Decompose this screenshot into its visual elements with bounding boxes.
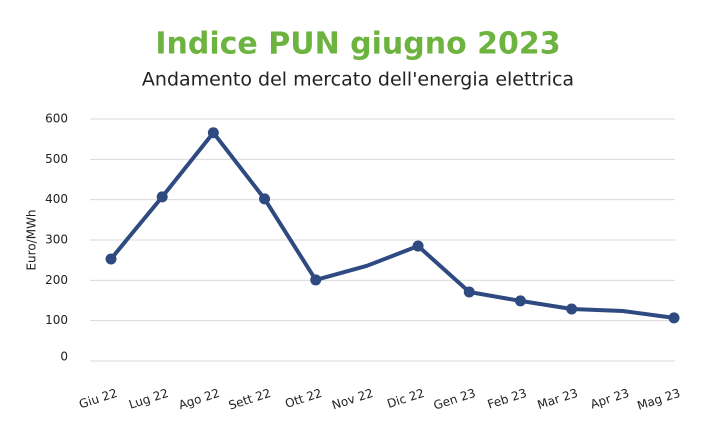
x-tick-label: Mag 23 xyxy=(635,386,682,413)
x-tick-label: Sett 22 xyxy=(227,386,273,413)
data-point xyxy=(668,312,680,324)
data-point xyxy=(156,191,168,203)
data-point xyxy=(412,240,424,252)
data-point xyxy=(310,274,322,286)
x-tick-label: Lug 22 xyxy=(127,386,170,412)
y-tick-label: 200 xyxy=(45,273,68,287)
x-tick-label: Nov 22 xyxy=(330,386,375,412)
y-tick-label: 0 xyxy=(60,350,68,364)
data-point xyxy=(207,127,219,139)
y-tick-label: 400 xyxy=(45,192,68,206)
y-tick-label: 100 xyxy=(45,313,68,327)
x-tick-label: Dic 22 xyxy=(385,386,426,411)
x-tick-label: Gen 23 xyxy=(432,386,478,413)
y-axis-label: Euro/MWh xyxy=(25,209,39,270)
y-tick-label: 500 xyxy=(45,152,68,166)
x-tick-label: Feb 23 xyxy=(486,386,529,412)
series-line xyxy=(109,130,675,320)
data-point xyxy=(105,253,117,265)
data-point xyxy=(463,286,475,298)
y-tick-label: 600 xyxy=(45,112,68,126)
x-tick-label: Mar 23 xyxy=(536,386,580,412)
data-point xyxy=(566,303,578,315)
chart-subtitle: Andamento del mercato dell'energia elett… xyxy=(142,69,574,91)
y-tick-label: 300 xyxy=(45,233,68,247)
x-tick-label: Apr 23 xyxy=(589,386,631,412)
x-tick-label: Ago 22 xyxy=(177,386,222,412)
data-point xyxy=(259,193,271,205)
x-tick-label: Giu 22 xyxy=(77,386,119,411)
x-tick-label: Ott 22 xyxy=(283,386,323,411)
data-point xyxy=(514,295,526,307)
chart-title: Indice PUN giugno 2023 xyxy=(155,27,560,62)
